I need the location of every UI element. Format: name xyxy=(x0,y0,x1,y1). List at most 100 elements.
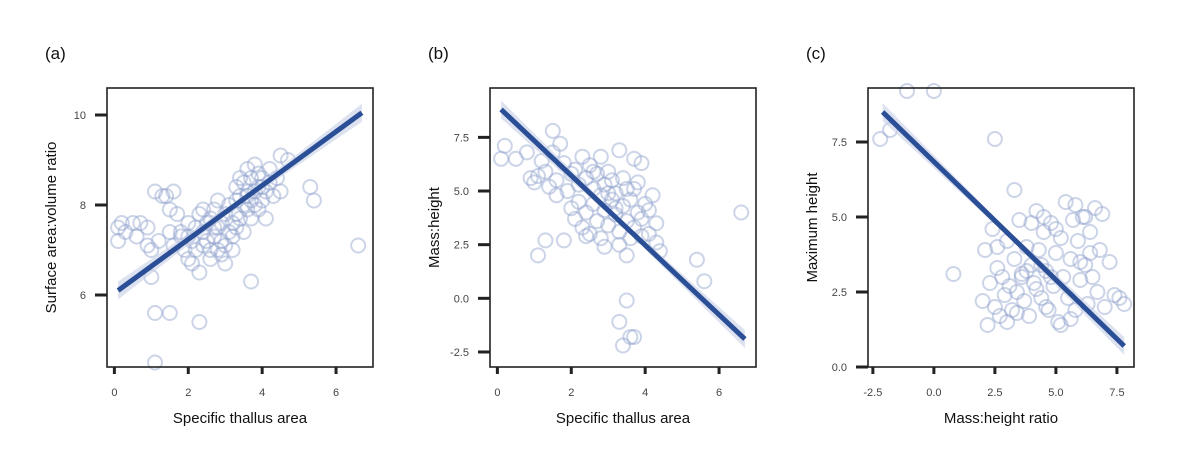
data-point xyxy=(180,251,197,267)
data-point xyxy=(180,215,197,231)
data-point xyxy=(117,224,134,240)
data-point xyxy=(1050,314,1067,330)
y-tick-label: 5.0 xyxy=(832,212,847,224)
data-point xyxy=(626,329,643,345)
data-point xyxy=(1038,299,1055,315)
data-point xyxy=(1084,269,1101,285)
x-tick-label: 2 xyxy=(185,387,191,399)
data-point xyxy=(618,247,635,264)
data-point xyxy=(191,314,208,330)
data-point xyxy=(1067,197,1084,213)
data-point xyxy=(581,157,598,174)
data-point xyxy=(350,237,367,254)
data-point xyxy=(552,135,569,152)
data-point xyxy=(191,206,208,222)
panel-a: (a) 0 2 4 6 6 8 10 Specific thallus area Surface … xyxy=(43,44,374,427)
data-point xyxy=(1089,284,1106,300)
data-point xyxy=(191,264,208,281)
data-point xyxy=(224,242,241,258)
trend-line xyxy=(499,107,747,341)
x-axis-label: Specific thallus area xyxy=(173,410,308,427)
data-point xyxy=(195,237,212,254)
data-point xyxy=(139,237,156,254)
data-point xyxy=(570,193,587,210)
data-point xyxy=(1072,272,1089,288)
data-point xyxy=(1011,212,1028,228)
data-point xyxy=(633,155,650,172)
data-point xyxy=(1018,263,1035,279)
data-point xyxy=(1038,263,1055,279)
data-point xyxy=(537,232,554,249)
data-point xyxy=(585,163,602,180)
data-point xyxy=(1082,224,1099,240)
data-point xyxy=(202,251,219,267)
data-point xyxy=(246,197,263,213)
data-point xyxy=(139,219,156,236)
data-point xyxy=(1077,257,1094,273)
data-point xyxy=(1001,278,1018,294)
data-point xyxy=(187,242,204,258)
data-point xyxy=(220,224,237,240)
data-point xyxy=(979,317,996,333)
data-point xyxy=(1006,182,1023,198)
data-point xyxy=(239,161,256,177)
data-point xyxy=(1072,254,1089,270)
data-point xyxy=(1062,311,1079,327)
trend-line xyxy=(116,110,364,293)
data-point xyxy=(622,329,639,345)
data-point xyxy=(1035,209,1052,225)
data-point xyxy=(537,163,554,180)
x-tick-label: 7.5 xyxy=(1109,387,1124,399)
data-point xyxy=(994,269,1011,285)
data-point xyxy=(596,176,613,193)
data-point xyxy=(217,237,234,254)
data-point xyxy=(213,246,230,263)
data-point xyxy=(110,219,127,236)
data-point xyxy=(999,314,1016,330)
data-point xyxy=(982,275,998,291)
data-point xyxy=(600,185,617,202)
data-point xyxy=(548,172,565,189)
data-point xyxy=(518,144,535,161)
data-point xyxy=(147,305,163,321)
data-point xyxy=(206,228,223,245)
y-tick-label: 2.5 xyxy=(832,287,847,299)
data-point xyxy=(128,228,145,245)
data-point xyxy=(243,210,260,227)
data-point xyxy=(589,165,606,182)
data-point xyxy=(600,217,617,234)
plot-frame xyxy=(106,87,374,368)
data-points xyxy=(872,83,1133,333)
data-point xyxy=(615,198,631,214)
x-tick-label: 6 xyxy=(333,387,339,399)
data-point xyxy=(302,179,319,195)
data-point xyxy=(202,242,219,258)
data-point xyxy=(1023,215,1040,231)
data-point xyxy=(496,137,513,154)
data-point xyxy=(1033,290,1050,306)
data-point xyxy=(113,215,130,231)
x-tick-label: 2.5 xyxy=(987,387,1002,399)
y-tick-label: 0.0 xyxy=(454,293,469,305)
data-point xyxy=(1091,242,1108,258)
data-point xyxy=(1008,284,1025,300)
data-point xyxy=(640,202,657,219)
data-point xyxy=(305,192,322,209)
data-point xyxy=(626,180,643,197)
data-point xyxy=(633,210,650,227)
data-point xyxy=(235,224,252,240)
data-point xyxy=(1077,209,1094,225)
data-point xyxy=(165,183,182,200)
plot-frame xyxy=(489,87,757,368)
data-point xyxy=(243,170,260,186)
data-point xyxy=(1004,302,1020,318)
data-point xyxy=(629,174,646,191)
x-tick-label: -2.5 xyxy=(863,387,882,399)
data-point xyxy=(984,221,1001,237)
data-point xyxy=(581,225,598,242)
data-point xyxy=(228,219,245,236)
data-point xyxy=(1006,251,1023,267)
data-point xyxy=(1087,200,1103,216)
data-point xyxy=(1021,308,1038,324)
